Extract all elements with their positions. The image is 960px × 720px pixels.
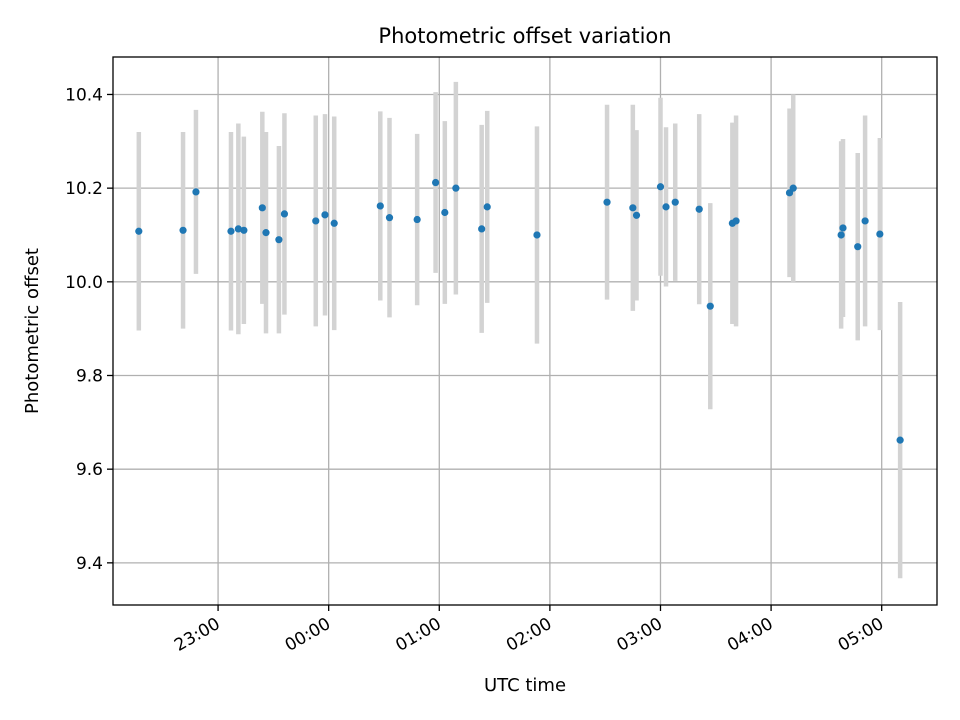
x-tick-label: 04:00 (724, 614, 776, 656)
y-axis-label: Photometric offset (22, 248, 43, 414)
data-point (861, 217, 869, 225)
data-point (706, 302, 714, 310)
data-point (671, 198, 679, 206)
data-point (376, 202, 384, 210)
data-point (135, 227, 143, 235)
data-point (262, 229, 270, 237)
chart-title: Photometric offset variation (378, 24, 671, 48)
data-point (280, 210, 289, 218)
data-point (629, 204, 637, 212)
y-tick-label: 9.8 (76, 366, 103, 386)
plot-frame (112, 56, 938, 606)
y-tick-label: 9.4 (76, 554, 103, 574)
data-point (837, 231, 845, 239)
x-tick-label: 00:00 (282, 614, 334, 656)
plot-area (113, 57, 937, 605)
y-tick-label: 9.6 (76, 460, 103, 480)
data-point (876, 230, 884, 238)
x-tick-label: 23:00 (171, 614, 223, 656)
data-point (695, 205, 703, 213)
data-point (192, 188, 200, 196)
data-point (632, 211, 641, 219)
x-axis-label: UTC time (484, 675, 566, 696)
data-point (441, 208, 449, 217)
data-point (854, 243, 862, 251)
data-point (275, 236, 283, 244)
y-tick-label: 10.2 (65, 179, 103, 199)
data-point (662, 203, 670, 211)
data-point (732, 217, 740, 225)
data-point (603, 198, 611, 206)
data-point (452, 184, 460, 192)
data-point (321, 211, 329, 219)
data-point (385, 214, 394, 222)
data-point (839, 224, 847, 232)
data-point (258, 204, 266, 212)
data-point (789, 184, 797, 192)
y-tick-label: 10.4 (65, 85, 103, 105)
x-tick-label: 01:00 (392, 614, 444, 656)
data-point (478, 225, 486, 233)
data-point (413, 215, 421, 224)
data-point (483, 203, 491, 211)
x-tick-label: 03:00 (614, 614, 666, 656)
data-point (656, 183, 665, 191)
data-point (234, 225, 242, 233)
data-point (533, 231, 541, 239)
data-point (179, 226, 187, 234)
data-point (227, 227, 235, 235)
data-point (896, 436, 904, 444)
grid (113, 57, 937, 605)
data-point (431, 178, 440, 187)
x-tick-label: 05:00 (835, 614, 887, 656)
data-points (135, 178, 904, 444)
x-tick-label: 02:00 (503, 614, 555, 656)
y-tick-label: 10.0 (65, 273, 103, 293)
data-point (330, 219, 338, 227)
data-point (312, 217, 320, 225)
data-point (240, 226, 248, 234)
